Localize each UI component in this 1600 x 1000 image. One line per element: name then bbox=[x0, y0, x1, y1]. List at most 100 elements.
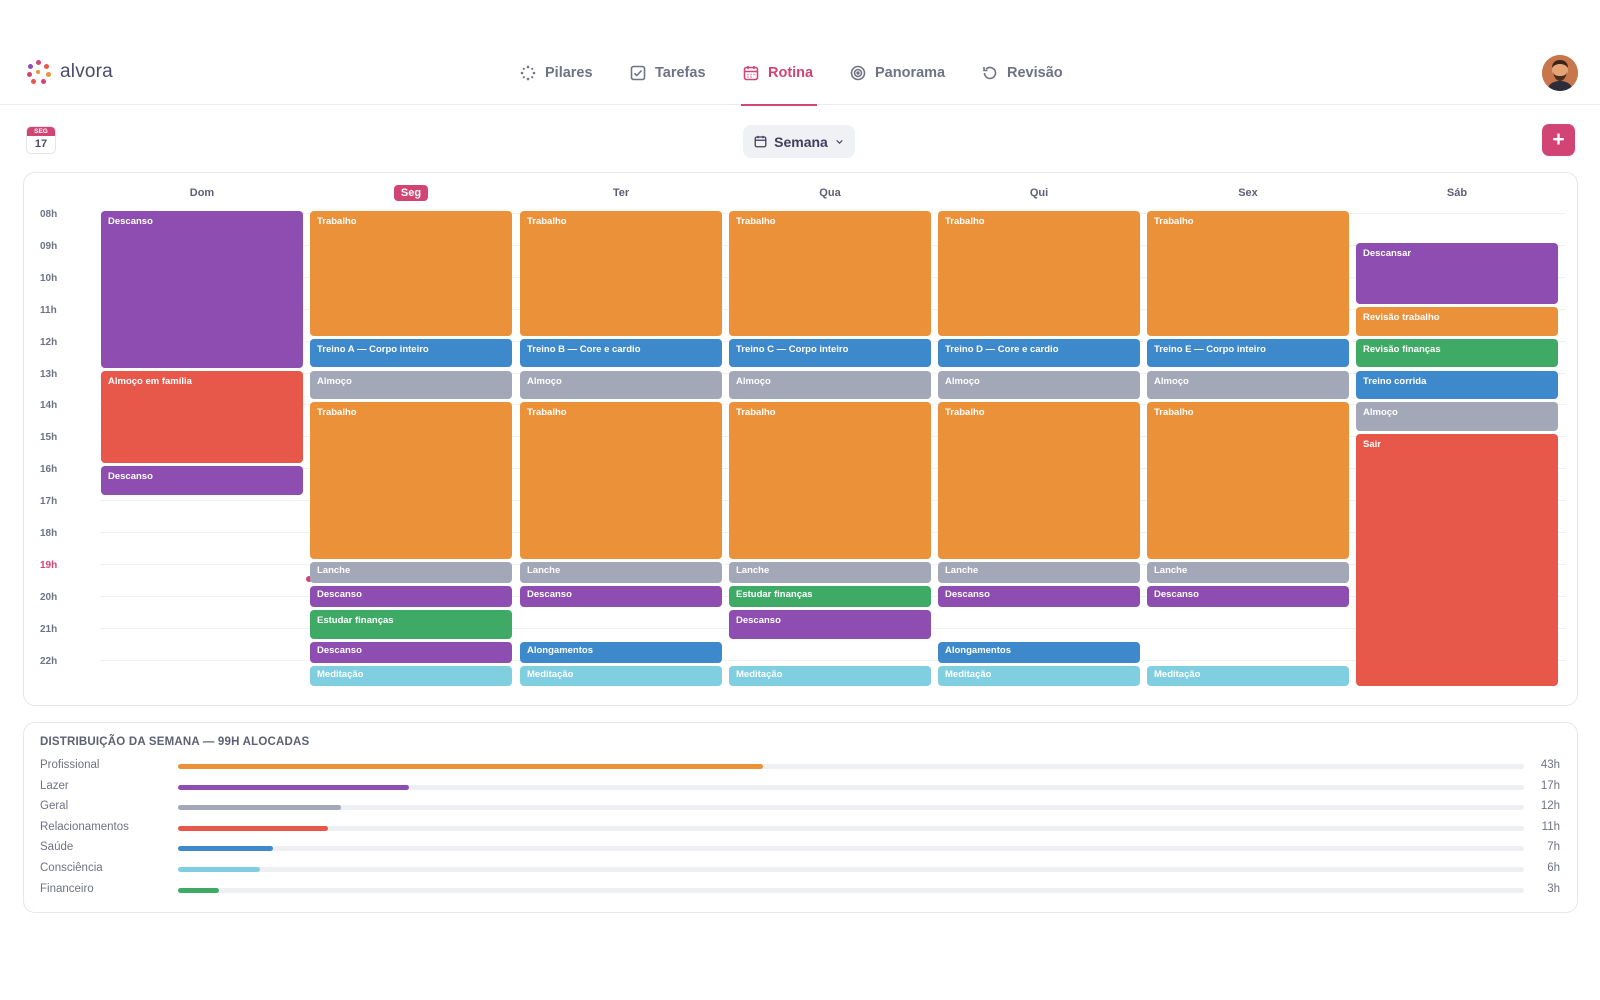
event-alongamentos[interactable]: Alongamentos bbox=[520, 641, 722, 663]
distribution-value: 3h bbox=[1547, 882, 1560, 895]
add-event-button[interactable]: + bbox=[1542, 124, 1575, 156]
event-descanso[interactable]: Descanso bbox=[1147, 585, 1349, 607]
event-trabalho[interactable]: Trabalho bbox=[938, 402, 1140, 559]
event-almoco[interactable]: Almoço bbox=[1356, 402, 1558, 432]
distribution-track bbox=[178, 764, 1524, 769]
event-trabalho[interactable]: Trabalho bbox=[1147, 211, 1349, 336]
day-header-label: Sáb bbox=[1446, 187, 1468, 199]
today-date-badge[interactable]: SEG 17 bbox=[26, 126, 56, 154]
nav-rotina[interactable]: Rotina bbox=[741, 40, 818, 106]
event-almoco[interactable]: Almoço bbox=[729, 370, 931, 400]
event-almoco[interactable]: Almoço bbox=[310, 370, 512, 400]
event-treino-d-core-e-cardio[interactable]: Treino D — Core e cardio bbox=[938, 338, 1140, 368]
hour-label: 13h bbox=[40, 368, 58, 380]
event-descanso[interactable]: Descanso bbox=[310, 641, 512, 663]
distribution-row-geral: Geral 12h bbox=[40, 799, 1560, 815]
distribution-value: 7h bbox=[1547, 841, 1560, 854]
event-treino-a-corpo-inteiro[interactable]: Treino A — Corpo inteiro bbox=[310, 338, 512, 368]
event-revisao-financas[interactable]: Revisão finanças bbox=[1356, 338, 1558, 368]
day-header-sex[interactable]: Sex bbox=[1147, 184, 1349, 202]
distribution-label: Profissional bbox=[40, 759, 100, 771]
distribution-value: 17h bbox=[1540, 779, 1560, 792]
distribution-value: 12h bbox=[1540, 800, 1560, 813]
hour-label: 21h bbox=[40, 623, 58, 635]
event-descanso[interactable]: Descanso bbox=[729, 609, 931, 639]
distribution-row-relacionamentos: Relacionamentos 11h bbox=[40, 820, 1560, 836]
event-descanso[interactable]: Descanso bbox=[101, 211, 303, 368]
nav-revisao[interactable]: Revisão bbox=[982, 40, 1063, 105]
event-trabalho[interactable]: Trabalho bbox=[310, 402, 512, 559]
event-treino-c-corpo-inteiro[interactable]: Treino C — Corpo inteiro bbox=[729, 338, 931, 368]
event-treino-b-core-e-cardio[interactable]: Treino B — Core e cardio bbox=[520, 338, 722, 368]
distribution-track bbox=[178, 887, 1524, 893]
day-header-sab[interactable]: Sáb bbox=[1356, 184, 1558, 202]
distribution-label: Relacionamentos bbox=[40, 820, 129, 833]
day-header-seg[interactable]: Seg bbox=[310, 184, 512, 202]
event-trabalho[interactable]: Trabalho bbox=[729, 402, 931, 559]
hour-label: 10h bbox=[40, 272, 58, 284]
event-descanso[interactable]: Descanso bbox=[310, 585, 512, 607]
event-descansar[interactable]: Descansar bbox=[1356, 242, 1558, 304]
distribution-track bbox=[178, 867, 1524, 872]
event-treino-corrida[interactable]: Treino corrida bbox=[1356, 370, 1558, 400]
event-almoco[interactable]: Almoço bbox=[1147, 370, 1349, 400]
nav-revisao-label: Revisão bbox=[1007, 64, 1063, 81]
day-header-label: Sex bbox=[1238, 187, 1258, 199]
distribution-row-financeiro: Financeiro 3h bbox=[40, 882, 1560, 898]
distribution-label: Financeiro bbox=[40, 882, 94, 895]
event-estudar-financas[interactable]: Estudar finanças bbox=[310, 609, 512, 639]
nav-pilares[interactable]: Pilares bbox=[520, 40, 593, 105]
nav-tarefas[interactable]: Tarefas bbox=[630, 40, 706, 105]
app-logo[interactable]: alvora bbox=[27, 60, 113, 84]
event-treino-e-corpo-inteiro[interactable]: Treino E — Corpo inteiro bbox=[1147, 338, 1349, 368]
distribution-row-saude: Saúde 7h bbox=[40, 840, 1560, 856]
avatar[interactable] bbox=[1542, 55, 1578, 91]
event-almoco[interactable]: Almoço bbox=[938, 370, 1140, 400]
event-alongamentos[interactable]: Alongamentos bbox=[938, 641, 1140, 663]
distribution-bar bbox=[178, 887, 219, 893]
hour-label: 16h bbox=[40, 464, 58, 476]
day-header-dom[interactable]: Dom bbox=[101, 184, 303, 202]
user-avatar-icon bbox=[1542, 55, 1578, 91]
distribution-value: 11h bbox=[1541, 820, 1560, 833]
event-meditacao[interactable]: Meditação bbox=[729, 665, 931, 687]
day-header-qua[interactable]: Qua bbox=[729, 184, 931, 202]
view-select[interactable]: Semana bbox=[743, 125, 855, 158]
event-almoco[interactable]: Almoço bbox=[520, 370, 722, 400]
event-lanche[interactable]: Lanche bbox=[310, 561, 512, 583]
event-meditacao[interactable]: Meditação bbox=[310, 665, 512, 687]
distribution-track bbox=[178, 825, 1524, 831]
event-sair[interactable]: Sair bbox=[1356, 434, 1558, 687]
distribution-row-lazer: Lazer 17h bbox=[40, 779, 1560, 795]
event-almoco-em-familia[interactable]: Almoço em família bbox=[101, 370, 303, 464]
nav-panorama[interactable]: Panorama bbox=[850, 40, 945, 105]
event-lanche[interactable]: Lanche bbox=[520, 561, 722, 583]
event-lanche[interactable]: Lanche bbox=[1147, 561, 1349, 583]
event-lanche[interactable]: Lanche bbox=[938, 561, 1140, 583]
event-trabalho[interactable]: Trabalho bbox=[938, 211, 1140, 336]
distribution-bar bbox=[178, 825, 328, 831]
event-meditacao[interactable]: Meditação bbox=[938, 665, 1140, 687]
day-header-qui[interactable]: Qui bbox=[938, 184, 1140, 202]
event-descanso[interactable]: Descanso bbox=[938, 585, 1140, 607]
event-trabalho[interactable]: Trabalho bbox=[520, 402, 722, 559]
week-distribution-panel bbox=[23, 722, 1578, 913]
day-header-label: Qua bbox=[819, 187, 841, 199]
event-descanso[interactable]: Descanso bbox=[520, 585, 722, 607]
event-meditacao[interactable]: Meditação bbox=[1147, 665, 1349, 687]
day-header-ter[interactable]: Ter bbox=[520, 184, 722, 202]
event-lanche[interactable]: Lanche bbox=[729, 561, 931, 583]
distribution-bar bbox=[178, 867, 260, 872]
event-trabalho[interactable]: Trabalho bbox=[1147, 402, 1349, 559]
current-time-indicator bbox=[306, 576, 312, 582]
hour-label: 22h bbox=[40, 655, 58, 667]
event-trabalho[interactable]: Trabalho bbox=[729, 211, 931, 336]
event-estudar-financas[interactable]: Estudar finanças bbox=[729, 585, 931, 607]
event-meditacao[interactable]: Meditação bbox=[520, 665, 722, 687]
event-revisao-trabalho[interactable]: Revisão trabalho bbox=[1356, 306, 1558, 336]
event-descanso[interactable]: Descanso bbox=[101, 466, 303, 496]
event-trabalho[interactable]: Trabalho bbox=[520, 211, 722, 336]
app-name: alvora bbox=[60, 61, 113, 82]
distribution-row-profissional: Profissional 43h bbox=[40, 758, 1560, 774]
event-trabalho[interactable]: Trabalho bbox=[310, 211, 512, 336]
